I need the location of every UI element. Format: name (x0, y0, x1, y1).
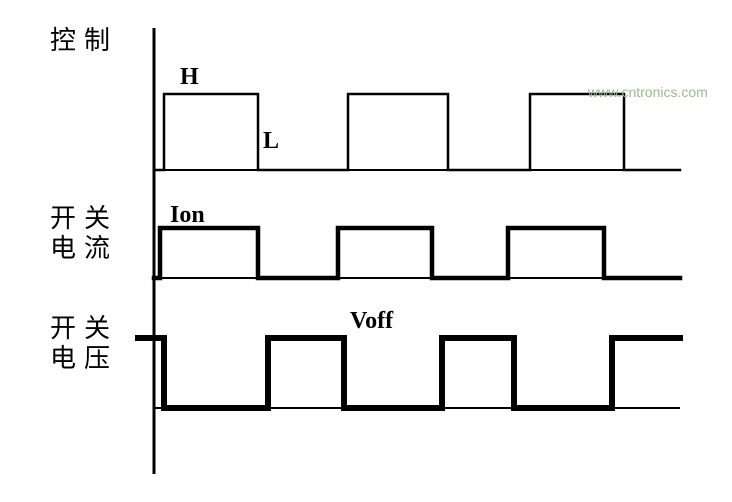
label-current-l2: 电流 (50, 228, 118, 265)
label-control: 控制 (50, 20, 118, 57)
watermark: www.cntronics.com (588, 84, 708, 100)
label-Voff: Voff (350, 308, 393, 335)
label-H: H (180, 64, 199, 91)
label-voltage-l2: 电压 (50, 338, 118, 375)
label-Ion: Ion (170, 202, 205, 229)
label-L: L (263, 128, 279, 155)
